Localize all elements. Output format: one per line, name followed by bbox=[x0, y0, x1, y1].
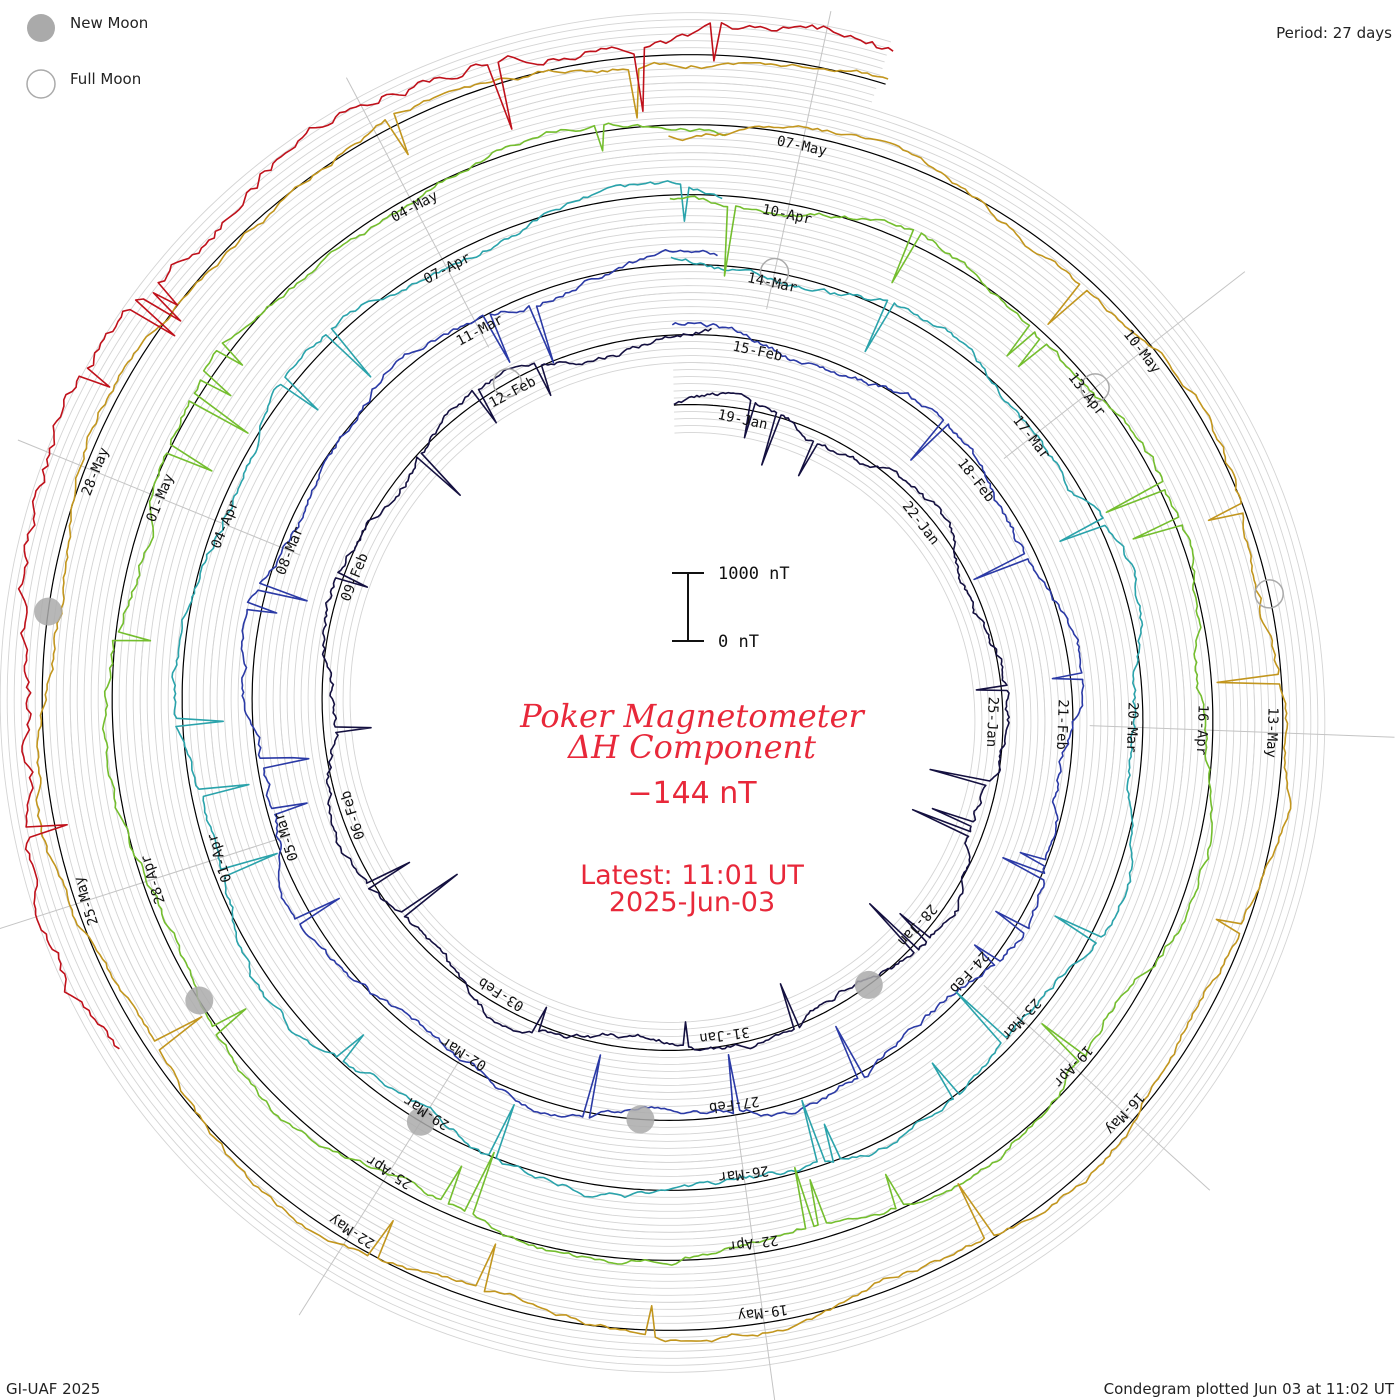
period-label: Period: 27 days bbox=[1276, 24, 1392, 42]
series-line-5 bbox=[35, 61, 1292, 1343]
radial-spoke bbox=[0, 834, 290, 930]
series-line-4 bbox=[101, 122, 1213, 1266]
radial-spoke bbox=[1089, 725, 1395, 738]
date-label: 13-May bbox=[1263, 707, 1281, 758]
new-moon-marker bbox=[406, 1107, 435, 1136]
new-moon-legend-icon bbox=[27, 14, 55, 42]
radial-spoke bbox=[298, 1056, 463, 1316]
ring-gridlines bbox=[0, 12, 1326, 1373]
latest-date: 2025-Jun-03 bbox=[609, 887, 775, 918]
date-label: 19-Jan bbox=[716, 407, 769, 433]
ring-gridline bbox=[6, 19, 1319, 1366]
moon-markers bbox=[34, 257, 1284, 1136]
radial-spoke bbox=[345, 77, 490, 348]
ring-gridline bbox=[13, 26, 1312, 1359]
series-line-3 bbox=[171, 180, 1144, 1199]
date-label: 07-May bbox=[775, 133, 828, 159]
radial-spoke bbox=[766, 10, 832, 310]
latest-time: Latest: 11:01 UT bbox=[580, 860, 804, 891]
data-series-group bbox=[17, 22, 1292, 1343]
ring-gridline bbox=[27, 40, 1298, 1345]
series-line-1 bbox=[321, 327, 1010, 1052]
full-moon-marker bbox=[492, 368, 523, 398]
date-label: 27-Feb bbox=[708, 1093, 760, 1116]
date-label: 19-May bbox=[736, 1301, 788, 1324]
date-label: 25-Apr bbox=[364, 1151, 415, 1191]
series-line-2 bbox=[240, 249, 1085, 1119]
date-label: 20-Mar bbox=[1123, 702, 1141, 753]
chart-subtitle: ΔH Component bbox=[566, 728, 816, 766]
current-value: −144 nT bbox=[627, 776, 757, 811]
full-moon-marker bbox=[1080, 373, 1110, 403]
date-label: 21-Feb bbox=[1053, 699, 1071, 750]
scale-bar: 1000 nT 0 nT bbox=[672, 564, 790, 652]
full-moon-marker bbox=[1254, 579, 1284, 609]
full-moon-legend-icon bbox=[26, 69, 56, 99]
date-label: 02-Mar bbox=[438, 1033, 489, 1073]
ring-gridline bbox=[0, 12, 1326, 1373]
radial-spoke bbox=[1003, 271, 1246, 459]
ring-gridline bbox=[55, 68, 1270, 1317]
ring-gridline bbox=[62, 75, 1263, 1310]
series-line-6 bbox=[17, 22, 894, 1050]
new-moon-marker bbox=[626, 1105, 655, 1134]
radial-spoke bbox=[735, 1116, 776, 1400]
footer-credit: GI-UAF 2025 bbox=[6, 1380, 100, 1398]
spiral-baseline bbox=[41, 54, 1284, 1331]
footer-plotted: Condegram plotted Jun 03 at 11:02 UT bbox=[1104, 1380, 1395, 1398]
date-label: 22-Apr bbox=[727, 1231, 779, 1254]
date-label: 14-Mar bbox=[746, 270, 799, 296]
date-label: 26-Mar bbox=[717, 1162, 769, 1185]
radial-spoke bbox=[17, 439, 301, 556]
scale-bottom-label: 0 nT bbox=[718, 632, 759, 652]
ring-gridline bbox=[48, 61, 1277, 1324]
date-label: 15-Feb bbox=[731, 339, 784, 365]
date-label: 31-Jan bbox=[698, 1023, 750, 1046]
spiral-baseline-path bbox=[41, 54, 1284, 1331]
ring-gridline bbox=[20, 33, 1305, 1352]
full-moon-marker bbox=[759, 257, 790, 288]
full-moon-legend-label: Full Moon bbox=[70, 70, 141, 88]
date-label: 10-Apr bbox=[760, 202, 813, 228]
date-label: 22-May bbox=[326, 1211, 377, 1251]
date-label: 16-Apr bbox=[1193, 704, 1211, 755]
new-moon-marker bbox=[34, 597, 63, 626]
scale-top-label: 1000 nT bbox=[718, 564, 790, 584]
chart-title: Poker Magnetometer bbox=[519, 697, 865, 735]
new-moon-legend-label: New Moon bbox=[70, 14, 148, 32]
new-moon-marker bbox=[854, 970, 883, 999]
new-moon-marker bbox=[185, 986, 214, 1015]
date-label: 25-Jan bbox=[983, 696, 1001, 747]
